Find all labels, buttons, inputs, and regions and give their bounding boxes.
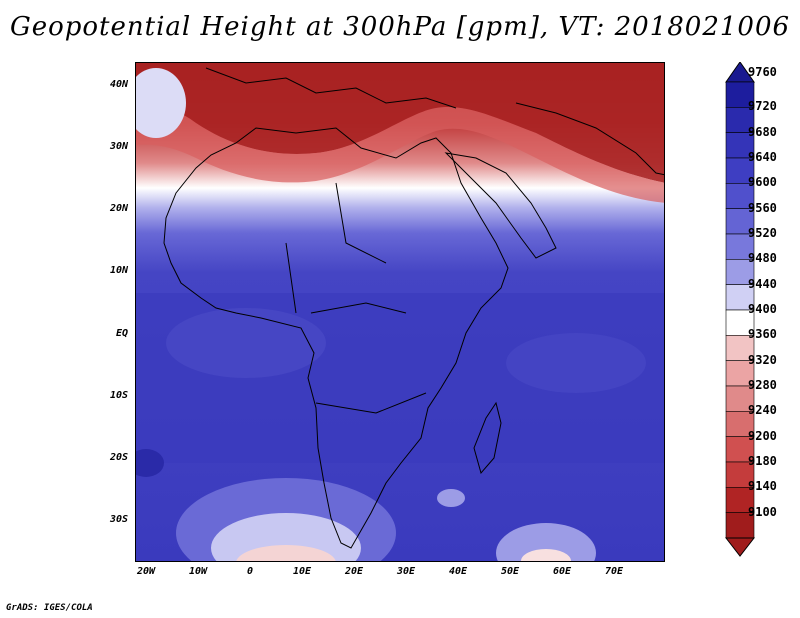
geopotential-map xyxy=(136,63,664,561)
colorbar-swatch xyxy=(725,284,755,311)
lon-label: 0 xyxy=(246,566,254,577)
lat-label: EQ xyxy=(115,328,128,339)
lon-label: 50E xyxy=(500,566,520,577)
arabia-coast xyxy=(444,152,557,259)
lon-label: 40E xyxy=(448,566,468,577)
colorbar-level-label: 9180 xyxy=(748,454,777,468)
colorbar-level-label: 9720 xyxy=(748,99,777,114)
colorbar-swatch xyxy=(725,107,755,133)
colorbar-level-label: 9100 xyxy=(748,504,777,519)
colorbar-swatch xyxy=(725,259,755,285)
colorbar-level-label: 9240 xyxy=(748,403,777,418)
colorbar-level-label: 9280 xyxy=(748,378,777,392)
chart-title: Geopotential Height at 300hPa [gpm], VT:… xyxy=(9,12,791,42)
colorbar-level-label: 9440 xyxy=(748,276,777,291)
colorbar-bottom-arrow xyxy=(724,537,756,557)
colorbar-level-label: 9680 xyxy=(748,124,777,139)
colorbar-swatch xyxy=(725,461,755,488)
colorbar-level-label: 9640 xyxy=(748,150,777,164)
lon-label: 10E xyxy=(292,566,312,577)
madagascar-coast xyxy=(473,401,502,475)
colorbar-swatch xyxy=(725,81,755,108)
colorbar-level-label: 9200 xyxy=(748,428,777,443)
lon-label: 10W xyxy=(188,566,208,577)
lon-label: 20E xyxy=(344,566,364,577)
colorbar-swatch xyxy=(725,512,755,539)
ridge-core xyxy=(136,63,664,183)
colorbar-swatch xyxy=(725,157,755,184)
colorbar-level-label: 9360 xyxy=(748,327,777,342)
lon-label: 60E xyxy=(552,566,572,577)
colorbar-level-label: 9480 xyxy=(748,251,777,266)
colorbar-level-label: 9140 xyxy=(748,479,777,494)
colorbar-level-label: 9560 xyxy=(748,200,777,215)
colorbar-swatch xyxy=(725,132,755,159)
colorbar-level-label: 9760 xyxy=(748,65,777,79)
borders xyxy=(285,182,427,414)
west-trough xyxy=(136,68,186,138)
europe-coast xyxy=(205,67,457,109)
colorbar-level-label: 9520 xyxy=(748,226,777,240)
colorbar-swatch xyxy=(725,183,755,209)
footer-credit: GrADS: IGES/COLA xyxy=(6,603,93,613)
colorbar-swatch xyxy=(725,385,755,412)
colorbar-swatch xyxy=(725,360,755,387)
lon-label: 30E xyxy=(396,566,416,577)
lat-label: 40N xyxy=(109,79,128,90)
colorbar-level-label: 9400 xyxy=(748,302,777,316)
colorbar-svg xyxy=(724,61,756,557)
colorbar-level-label: 9320 xyxy=(748,352,777,367)
lat-label: 30N xyxy=(109,141,128,152)
lat-label: 20N xyxy=(109,203,128,214)
map-panel xyxy=(135,62,665,562)
lat-label: 30S xyxy=(109,514,128,525)
lat-label: 10S xyxy=(109,390,128,401)
lon-label: 20W xyxy=(136,566,156,577)
colorbar xyxy=(720,61,760,558)
ridge-edge xyxy=(136,106,664,203)
africa-coast xyxy=(163,127,509,549)
colorbar-swatch xyxy=(725,208,755,235)
lat-label: 10N xyxy=(109,265,128,276)
colorbar-swatch xyxy=(725,233,755,260)
asia-coast xyxy=(515,102,664,176)
lon-label: 70E xyxy=(604,566,624,577)
colorbar-level-label: 9600 xyxy=(748,175,777,190)
lat-label: 20S xyxy=(109,452,128,463)
coastlines xyxy=(163,67,664,549)
